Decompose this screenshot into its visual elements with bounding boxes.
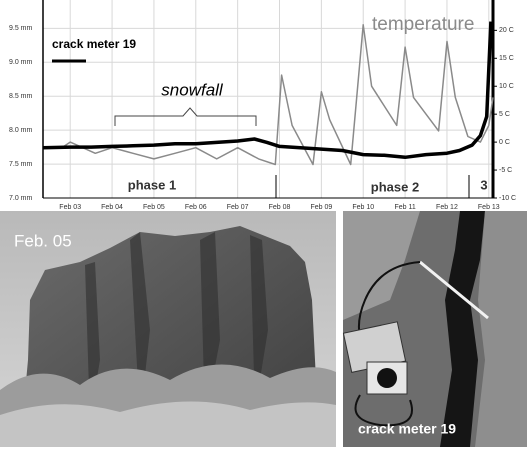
legend-label: temperature [372,14,474,35]
x-tick-label: Feb 05 [143,204,165,211]
y2-tick-label: 5 C [499,111,510,118]
y2-tick-label: -10 C [499,195,516,202]
chart: Feb 03 Feb 04 Feb 05 Feb 06 Feb 07 Feb 08 Feb … [9,0,516,211]
x-tick-label: Feb 09 [310,204,332,211]
annotation: phase 1 [128,177,176,192]
x-tick-label: Feb 08 [269,204,291,211]
x-tick-label: Feb 04 [101,204,123,211]
figure: Feb. 05 crack meter 19 Feb 03Feb 04Feb 0… [0,0,527,447]
legend-label: crack meter 19 [52,37,136,51]
x-tick-label: Feb 03 [59,204,81,211]
y-tick-label: 7.0 mm [9,195,33,202]
photo-left: Feb. 05 [0,211,336,447]
y2-tick-label: 10 C [499,83,514,90]
photo-label: Feb. 05 [14,231,72,250]
annotation: phase 2 [371,179,419,194]
photo-label: crack meter 19 [358,421,456,437]
y-tick-label: 8.5 mm [9,93,33,100]
y2-tick-label: 0 C [499,139,510,146]
x-tick-label: Feb 11 [394,204,415,211]
x-tick-label: Feb 07 [227,204,249,211]
y-tick-label: 9.0 mm [9,59,33,66]
annotation: 3 [480,177,487,192]
x-tick-label: Feb 10 [352,204,374,211]
x-tick-label: Feb 12 [436,204,458,211]
x-tick-label: Feb 06 [185,204,207,211]
y2-tick-label: 15 C [499,55,514,62]
photo-right: crack meter 19 [343,211,527,447]
x-tick-label: Feb 13 [478,204,500,211]
y-tick-label: 9.5 mm [9,25,33,32]
y-tick-label: 7.5 mm [9,161,33,168]
y-tick-label: 8.0 mm [9,127,33,134]
y2-tick-label: 20 C [499,27,514,34]
annotation: snowfall [161,80,224,99]
y2-tick-label: -5 C [499,167,512,174]
